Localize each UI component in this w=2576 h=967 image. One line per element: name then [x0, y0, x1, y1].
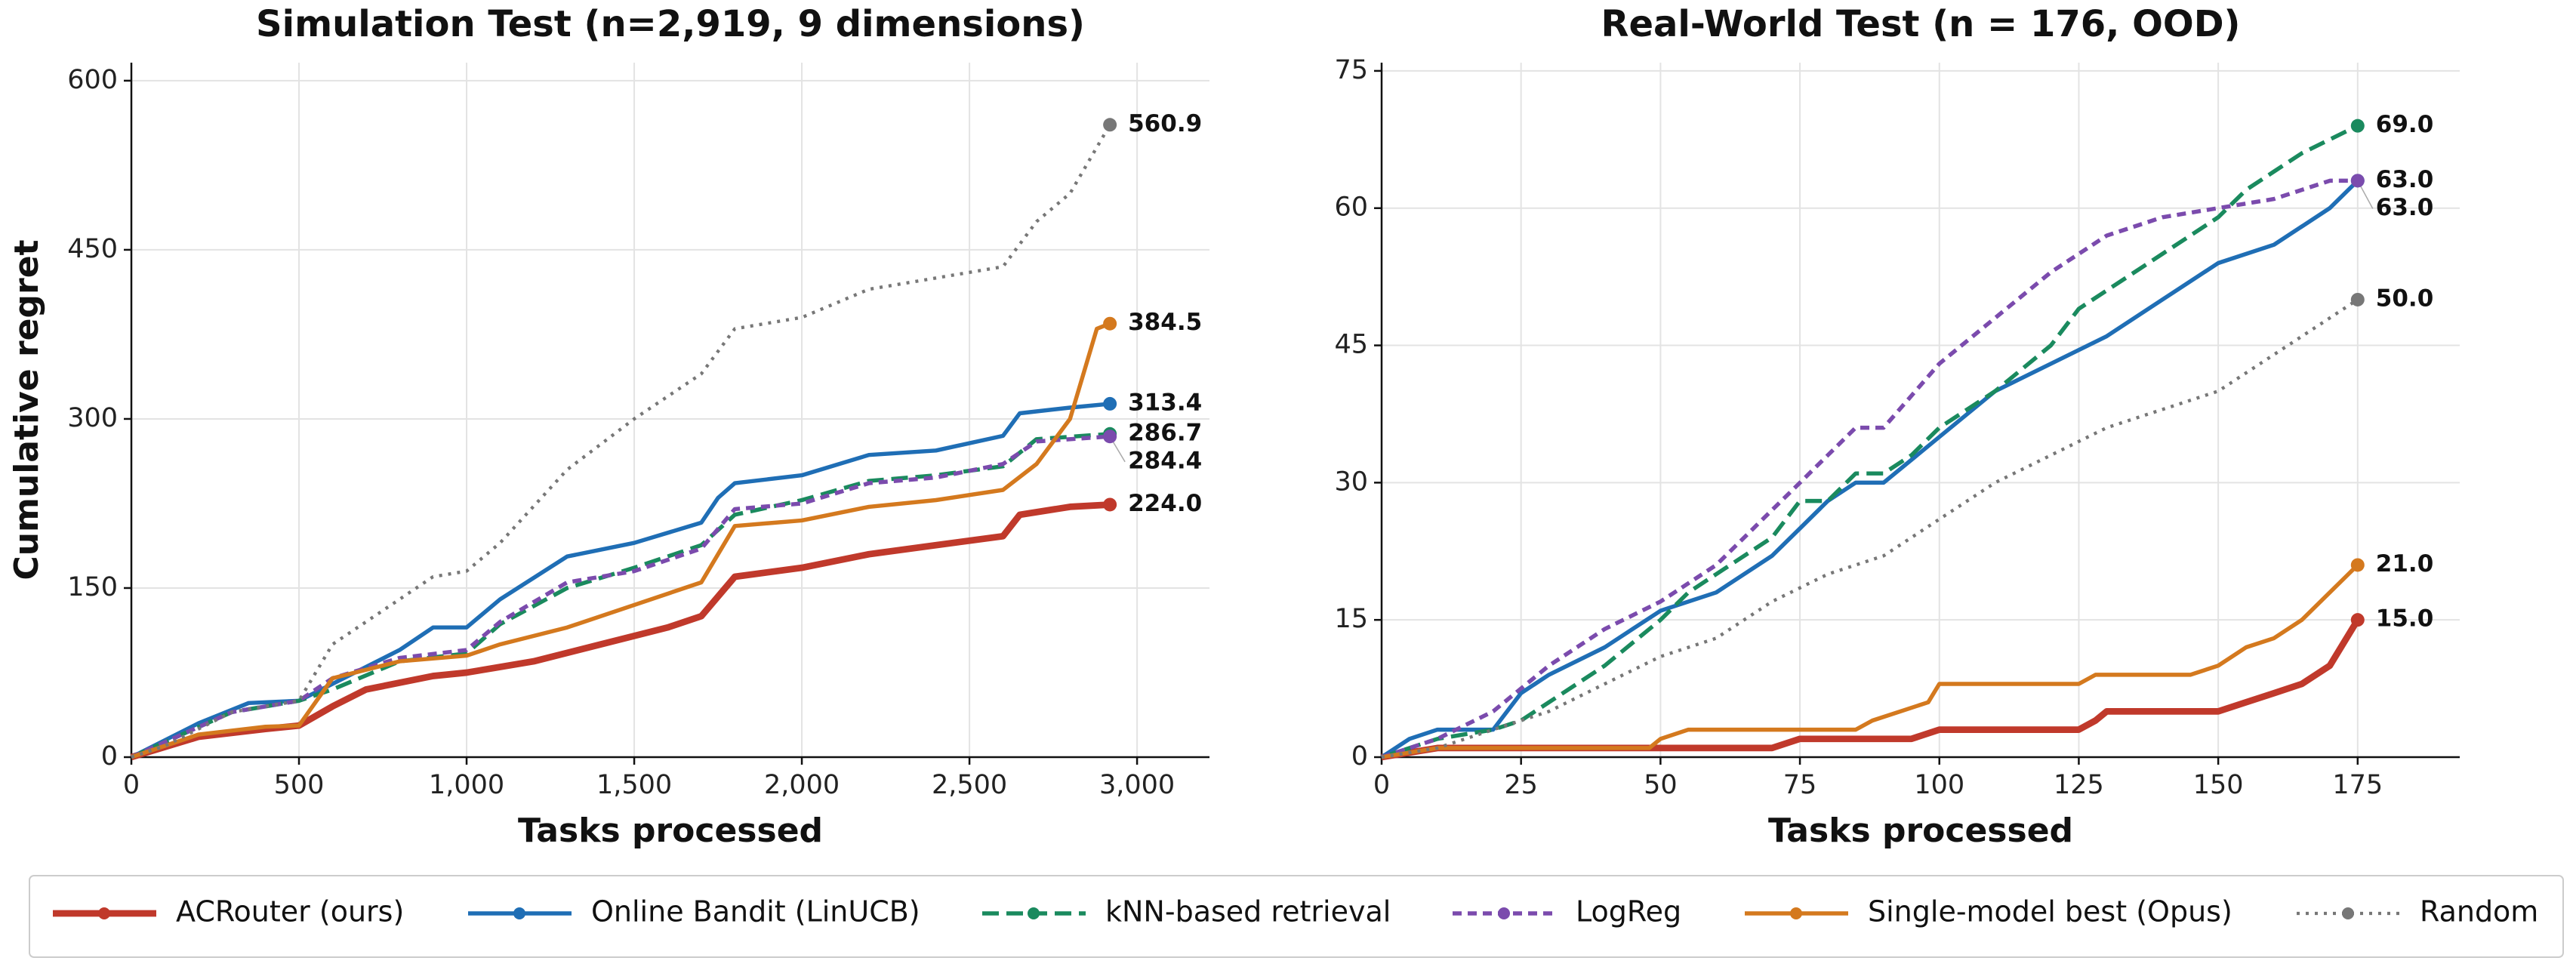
legend-label: Online Bandit (LinUCB) [591, 895, 920, 929]
x-axis-label: Tasks processed [1768, 811, 2073, 850]
series-line [1381, 617, 2361, 761]
y-tick-label: 45 [1334, 330, 1368, 360]
legend-marker [1790, 907, 1802, 919]
x-tick-label: 175 [2332, 770, 2383, 800]
y-axis-label: Cumulative regret [8, 239, 46, 580]
end-point [2350, 292, 2365, 306]
end-point [2350, 174, 2365, 188]
x-tick-label: 25 [1504, 770, 1538, 800]
series-line [131, 124, 1111, 759]
value-label: 384.5 [1128, 309, 1202, 336]
x-tick-label: 500 [274, 770, 325, 800]
value-label: 63.0 [2376, 194, 2434, 221]
x-tick-label: 75 [1783, 770, 1817, 800]
value-label: 313.4 [1128, 389, 1202, 416]
x-tick-label: 125 [2054, 770, 2104, 800]
x-tick-label: 100 [1914, 770, 1964, 800]
end-point [1103, 316, 1117, 331]
value-label: 63.0 [2376, 166, 2434, 193]
x-tick-label: 2,000 [764, 770, 840, 800]
end-point [2350, 613, 2365, 627]
legend-marker [98, 907, 110, 919]
series-line [130, 402, 1111, 759]
end-point [2350, 119, 2365, 133]
series-line [130, 501, 1111, 761]
x-tick-label: 3,000 [1099, 770, 1175, 800]
end-point [2350, 558, 2365, 572]
x-tick-label: 1,000 [429, 770, 504, 800]
legend-marker [1028, 907, 1040, 919]
x-axis-label: Tasks processed [518, 811, 823, 850]
end-point [1103, 396, 1117, 411]
value-label: 21.0 [2376, 550, 2434, 577]
series-line [1381, 298, 2359, 759]
legend-marker [1498, 907, 1510, 919]
y-tick-label: 600 [67, 65, 118, 95]
value-label: 284.4 [1128, 447, 1202, 474]
series-line [1380, 179, 2359, 759]
value-label: 560.9 [1128, 110, 1202, 137]
legend-label: Single-model best (Opus) [1868, 895, 2232, 929]
value-label: 50.0 [2376, 285, 2434, 312]
x-tick-label: 0 [123, 770, 140, 800]
legend-box [29, 875, 2564, 958]
y-tick-label: 60 [1334, 192, 1368, 223]
x-tick-label: 150 [2193, 770, 2244, 800]
legend-marker [2342, 907, 2354, 919]
value-label: 69.0 [2376, 111, 2434, 138]
series-line [130, 434, 1111, 759]
series-line [131, 322, 1111, 759]
x-tick-label: 0 [1373, 770, 1390, 800]
series-line [1381, 178, 2358, 759]
y-tick-label: 0 [101, 741, 118, 771]
x-tick-label: 2,500 [932, 770, 1007, 800]
y-tick-label: 15 [1334, 604, 1368, 634]
chart-title: Real-World Test (n = 176, OOD) [1601, 3, 2241, 45]
x-tick-label: 1,500 [596, 770, 672, 800]
legend-marker [513, 907, 525, 919]
legend-label: LogReg [1576, 895, 1681, 929]
value-label: 224.0 [1128, 490, 1202, 517]
value-label: 15.0 [2376, 605, 2434, 633]
legend-label: Random [2420, 895, 2538, 929]
y-tick-label: 0 [1351, 741, 1368, 771]
end-point [1103, 430, 1117, 444]
series-line [1381, 124, 2359, 759]
legend-label: kNN-based retrieval [1105, 895, 1391, 929]
series-line [1381, 563, 2359, 759]
chart-title: Simulation Test (n=2,919, 9 dimensions) [256, 3, 1085, 45]
end-point [1103, 118, 1117, 132]
end-point [1103, 497, 1117, 512]
x-tick-label: 50 [1644, 770, 1678, 800]
y-tick-label: 150 [67, 572, 118, 602]
y-tick-label: 450 [67, 234, 118, 264]
y-tick-label: 300 [67, 403, 118, 433]
value-label: 286.7 [1128, 419, 1202, 446]
y-tick-label: 75 [1334, 55, 1368, 85]
y-tick-label: 30 [1334, 467, 1368, 497]
series-line [130, 432, 1111, 759]
legend-label: ACRouter (ours) [176, 895, 404, 929]
